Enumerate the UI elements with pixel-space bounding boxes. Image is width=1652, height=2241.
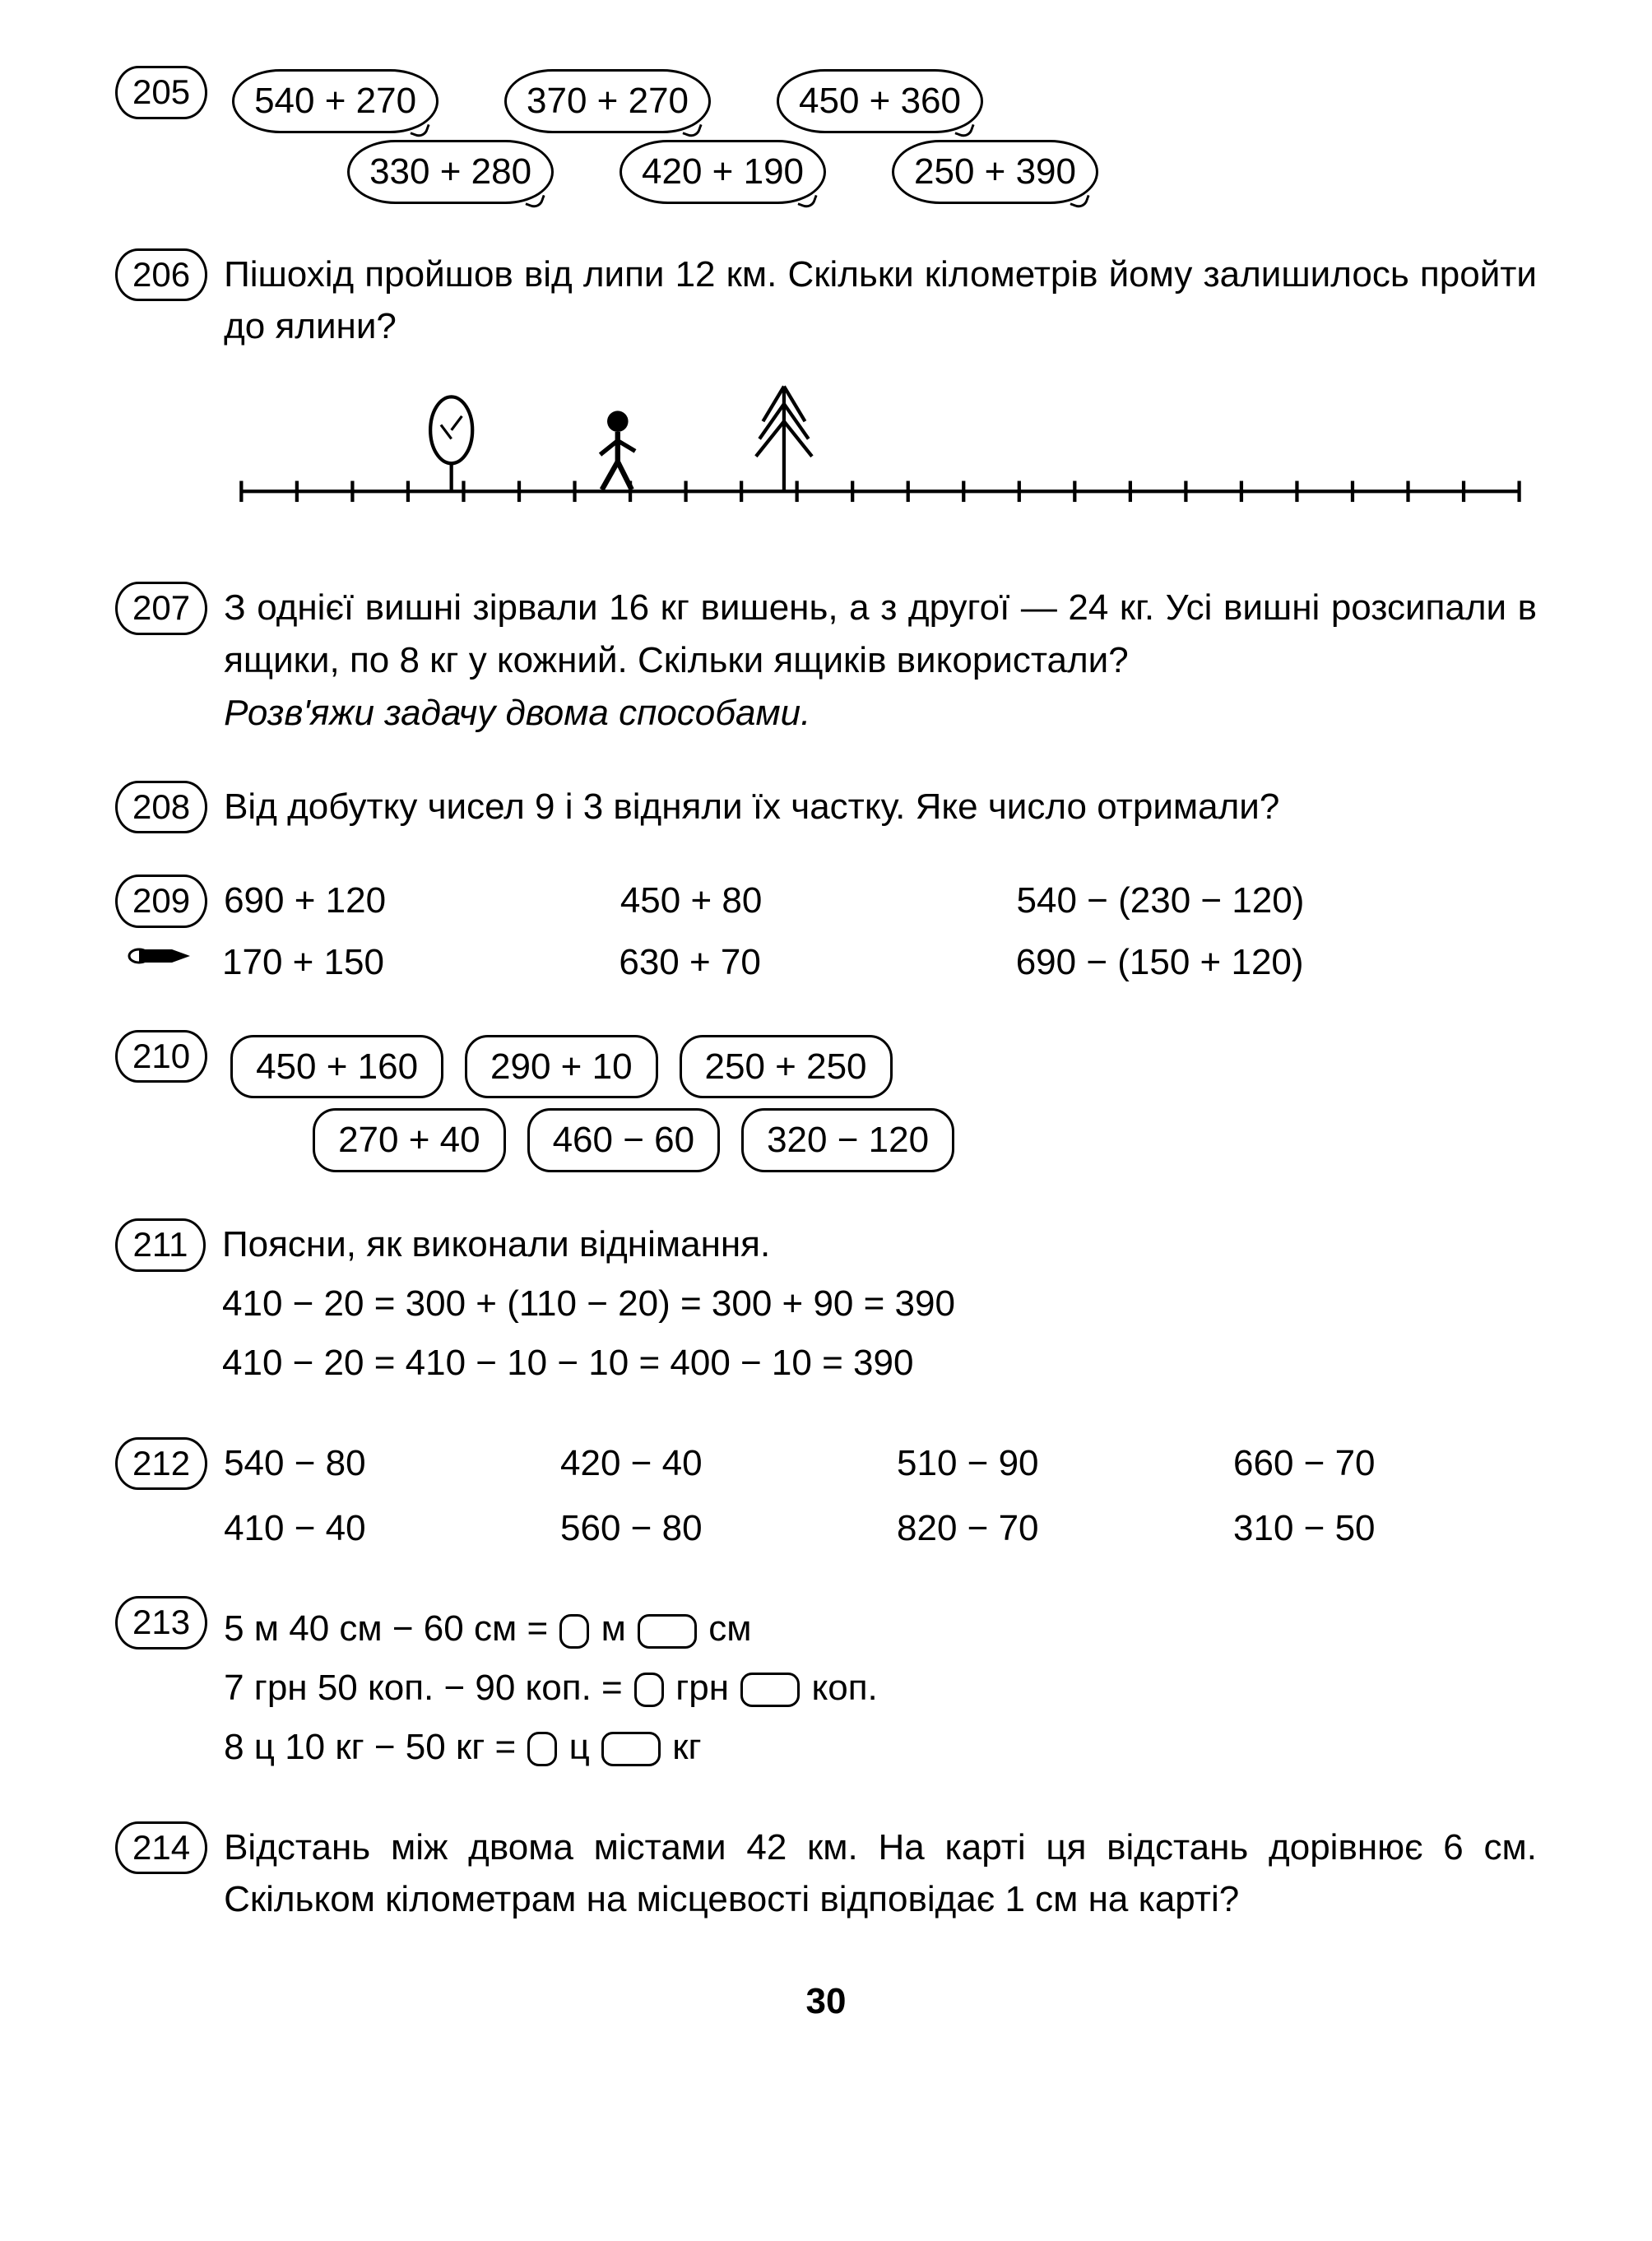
exercise-210: 210 450 + 160 290 + 10 250 + 250 270 + 4… xyxy=(115,1030,1537,1178)
expression-row: 540 − 80 420 − 40 510 − 90 660 − 70 xyxy=(224,1437,1537,1490)
blank-box-double xyxy=(638,1614,697,1649)
exercise-208: 208 Від добутку чисел 9 і 3 відняли їх ч… xyxy=(115,781,1537,834)
expression: 540 − (230 − 120) xyxy=(1017,875,1537,927)
exercise-body: Поясни, як виконали віднімання. 410 − 20… xyxy=(222,1218,1537,1395)
expression: 540 − 80 xyxy=(224,1437,527,1490)
exercise-number: 210 xyxy=(115,1030,207,1083)
expression-cloud: 330 + 280 xyxy=(347,140,554,204)
problem-text: З однієї вишні зірвали 16 кг вишень, а з… xyxy=(224,582,1537,687)
exercise-209: 209 690 + 120 450 + 80 540 − (230 − 120) xyxy=(115,875,1537,928)
line-mid: грн xyxy=(666,1668,739,1708)
expression: 310 − 50 xyxy=(1233,1502,1537,1555)
exercise-number: 209 xyxy=(115,875,207,928)
exercise-number: 214 xyxy=(115,1821,207,1875)
expression-cloud: 540 + 270 xyxy=(232,69,439,133)
line-mid: м xyxy=(591,1608,636,1649)
line-post: см xyxy=(698,1608,751,1649)
exercise-214: 214 Відстань між двома містами 42 км. На… xyxy=(115,1821,1537,1927)
exercise-206: 206 Пішохід пройшов від липи 12 км. Скіл… xyxy=(115,248,1537,541)
exercise-number: 213 xyxy=(115,1596,207,1649)
expression: 420 − 40 xyxy=(560,1437,864,1490)
expression: 820 − 70 xyxy=(897,1502,1200,1555)
line-pre: 8 ц 10 кг − 50 кг = xyxy=(224,1727,526,1767)
exercise-209-cont: 170 + 150 630 + 70 690 − (150 + 120) xyxy=(115,936,1537,989)
expression: 510 − 90 xyxy=(897,1437,1200,1490)
exercise-body: 540 + 270 370 + 270 450 + 360 330 + 280 … xyxy=(224,66,1537,207)
fill-in-line: 5 м 40 см − 60 см = м см xyxy=(224,1603,1537,1655)
number-line-diagram xyxy=(224,378,1537,517)
instruction-text: Поясни, як виконали віднімання. xyxy=(222,1218,1537,1271)
expression-cloud: 450 + 360 xyxy=(777,69,983,133)
exercise-number: 208 xyxy=(115,781,207,834)
expression: 450 + 80 xyxy=(620,875,992,927)
expression-row: 690 + 120 450 + 80 540 − (230 − 120) xyxy=(224,875,1537,927)
exercise-body: 450 + 160 290 + 10 250 + 250 270 + 40 46… xyxy=(224,1030,1537,1178)
problem-text: Від добутку чисел 9 і 3 відняли їх частк… xyxy=(224,781,1537,833)
exercise-213: 213 5 м 40 см − 60 см = м см 7 грн 50 ко… xyxy=(115,1596,1537,1779)
fill-in-line: 8 ц 10 кг − 50 кг = ц кг xyxy=(224,1721,1537,1774)
exercise-number: 206 xyxy=(115,248,207,302)
pill-row: 450 + 160 290 + 10 250 + 250 xyxy=(224,1030,1537,1104)
line-post: коп. xyxy=(801,1668,878,1708)
page-number: 30 xyxy=(115,1975,1537,2028)
line-mid: ц xyxy=(559,1727,600,1767)
exercise-205: 205 540 + 270 370 + 270 450 + 360 330 + … xyxy=(115,66,1537,207)
expression-row: 170 + 150 630 + 70 690 − (150 + 120) xyxy=(222,936,1537,989)
blank-box-double xyxy=(740,1673,800,1707)
blank-box xyxy=(559,1614,589,1649)
exercise-body: 540 − 80 420 − 40 510 − 90 660 − 70 410 … xyxy=(224,1437,1537,1556)
exercise-number: 205 xyxy=(115,66,207,119)
exercise-211: 211 Поясни, як виконали віднімання. 410 … xyxy=(115,1218,1537,1395)
expression-cloud: 370 + 270 xyxy=(504,69,711,133)
blank-box xyxy=(634,1673,664,1707)
expression-pill: 450 + 160 xyxy=(230,1035,443,1099)
expression-pill: 290 + 10 xyxy=(465,1035,658,1099)
expression: 660 − 70 xyxy=(1233,1437,1537,1490)
problem-text: Пішохід пройшов від липи 12 км. Скільки … xyxy=(224,248,1537,354)
exercise-number: 212 xyxy=(115,1437,207,1491)
exercise-207: 207 З однієї вишні зірвали 16 кг вишень,… xyxy=(115,582,1537,739)
expression-cloud: 250 + 390 xyxy=(892,140,1098,204)
instruction-text: Розв'яжи задачу двома способами. xyxy=(224,687,1537,740)
expression: 560 − 80 xyxy=(560,1502,864,1555)
expression-cloud: 420 + 190 xyxy=(620,140,826,204)
equation-line: 410 − 20 = 300 + (110 − 20) = 300 + 90 =… xyxy=(222,1278,1537,1330)
exercise-body: 170 + 150 630 + 70 690 − (150 + 120) xyxy=(222,936,1537,989)
expression-pill: 320 − 120 xyxy=(741,1108,954,1172)
expression-row: 410 − 40 560 − 80 820 − 70 310 − 50 xyxy=(224,1502,1537,1555)
expression-pill: 460 − 60 xyxy=(527,1108,721,1172)
line-pre: 7 грн 50 коп. − 90 коп. = xyxy=(224,1668,633,1708)
expression: 410 − 40 xyxy=(224,1502,527,1555)
expression-pill: 270 + 40 xyxy=(313,1108,506,1172)
cloud-row: 540 + 270 370 + 270 450 + 360 xyxy=(224,66,1537,137)
problem-text: Відстань між двома містами 42 км. На кар… xyxy=(224,1821,1537,1927)
blank-box-double xyxy=(601,1732,661,1766)
line-pre: 5 м 40 см − 60 см = xyxy=(224,1608,558,1649)
expression: 170 + 150 xyxy=(222,936,594,989)
line-post: кг xyxy=(662,1727,702,1767)
exercise-number: 207 xyxy=(115,582,207,635)
cloud-row: 330 + 280 420 + 190 250 + 390 xyxy=(224,137,1537,207)
exercise-212: 212 540 − 80 420 − 40 510 − 90 660 − 70 … xyxy=(115,1437,1537,1556)
exercise-body: 5 м 40 см − 60 см = м см 7 грн 50 коп. −… xyxy=(224,1596,1537,1779)
pill-row: 270 + 40 460 − 60 320 − 120 xyxy=(224,1103,1537,1177)
blank-box xyxy=(527,1732,557,1766)
exercise-body: 690 + 120 450 + 80 540 − (230 − 120) xyxy=(224,875,1537,927)
expression-pill: 250 + 250 xyxy=(680,1035,893,1099)
exercise-number: 211 xyxy=(115,1218,206,1272)
expression: 630 + 70 xyxy=(619,936,991,989)
fill-in-line: 7 грн 50 коп. − 90 коп. = грн коп. xyxy=(224,1662,1537,1714)
exercise-body: З однієї вишні зірвали 16 кг вишень, а з… xyxy=(224,582,1537,739)
exercise-body: Пішохід пройшов від липи 12 км. Скільки … xyxy=(224,248,1537,541)
pencil-icon xyxy=(115,936,206,984)
expression: 690 + 120 xyxy=(224,875,596,927)
equation-line: 410 − 20 = 410 − 10 − 10 = 400 − 10 = 39… xyxy=(222,1337,1537,1390)
expression: 690 − (150 + 120) xyxy=(1016,936,1537,989)
